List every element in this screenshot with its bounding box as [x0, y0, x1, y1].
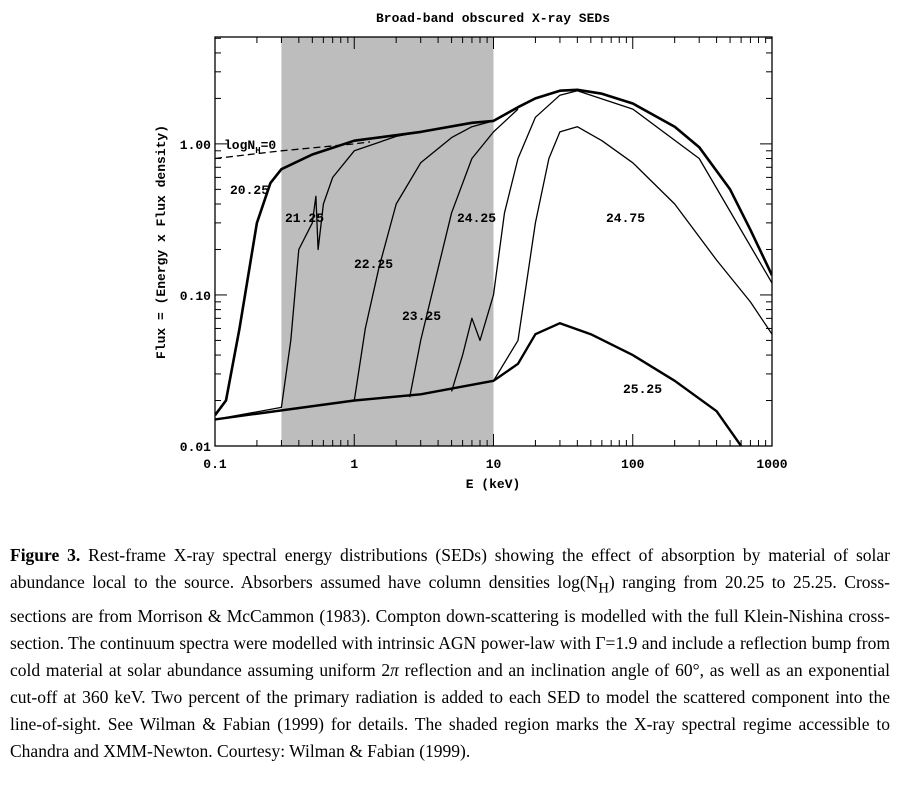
x-tick-label: 10 [486, 457, 502, 472]
series-label: 25.25 [623, 382, 662, 397]
series-label: 21.25 [285, 211, 324, 226]
caption: Figure 3. Rest-frame X-ray spectral ener… [10, 542, 890, 765]
series-label-text: 25.25 [623, 382, 662, 397]
plot-frame [214, 36, 773, 447]
x-axis-label: E (keV) [466, 477, 521, 492]
series-line [215, 131, 421, 421]
y-tick-label: 1.00 [180, 138, 211, 153]
x-tick-label: 1000 [756, 457, 787, 472]
series-label: 24.75 [606, 211, 645, 226]
chart-title: Broad-band obscured X-ray SEDs [376, 11, 610, 26]
series-line [215, 141, 371, 160]
series-label: 22.25 [354, 257, 393, 272]
series-line [215, 88, 772, 416]
series-label-sub: H [255, 146, 260, 156]
figure: Broad-band obscured X-ray SEDs E (keV) F… [154, 11, 788, 492]
caption-text: ) ranging from 20.25 to 25.25. Cross-sec… [10, 572, 890, 680]
shaded-region [281, 37, 494, 446]
y-axis-label: Flux = (Energy x Flux density) [154, 125, 169, 359]
series-label: 23.25 [402, 309, 441, 324]
series-line [492, 126, 772, 382]
series-label: 20.25 [230, 183, 269, 198]
caption-italic: π [390, 659, 399, 680]
x-tick-label: 100 [621, 457, 645, 472]
x-tick-label: 0.1 [203, 457, 227, 472]
series-line [450, 90, 772, 392]
series-label-text: 23.25 [402, 309, 441, 324]
series-label-text: 21.25 [285, 211, 324, 226]
series-label-text: 24.75 [606, 211, 645, 226]
x-tick-label: 1 [350, 457, 358, 472]
series-label: 24.25 [457, 211, 496, 226]
y-tick-label: 0.01 [180, 440, 211, 455]
caption-label: Figure 3. [10, 545, 81, 565]
series-label-text: 22.25 [354, 257, 393, 272]
series-label-suffix: =0 [261, 138, 277, 153]
caption-sub: H [598, 580, 609, 597]
series-label-text: logN [224, 138, 255, 153]
series-line [215, 322, 743, 446]
y-tick-label: 0.10 [180, 289, 211, 304]
series-line [353, 120, 494, 401]
series-label-text: 24.25 [457, 211, 496, 226]
series-label: logNH=0 [224, 138, 276, 156]
series-line [409, 108, 519, 398]
caption-text: reflection and an inclination angle of 6… [10, 659, 890, 761]
series-label-text: 20.25 [230, 183, 269, 198]
caption-text: Rest-frame X-ray spectral energy distrib… [10, 545, 890, 592]
